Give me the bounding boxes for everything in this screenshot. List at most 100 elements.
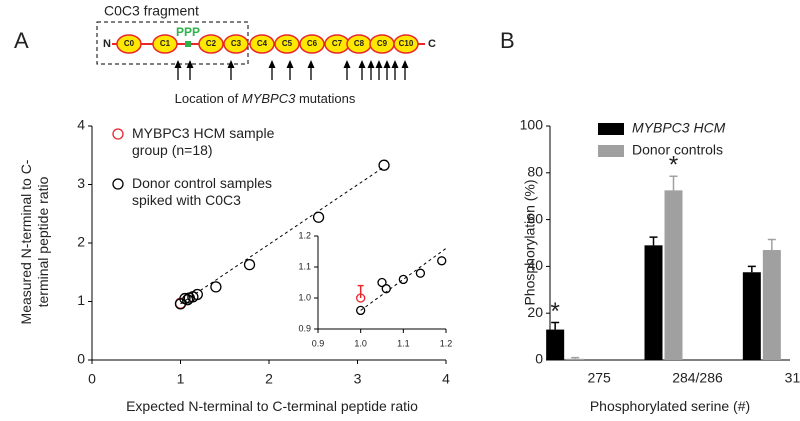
domain bbox=[299, 34, 325, 54]
x-tick-label: 3 bbox=[354, 371, 362, 387]
point bbox=[415, 268, 426, 278]
point bbox=[381, 284, 391, 294]
domain-label: C4 bbox=[257, 39, 268, 48]
point bbox=[243, 258, 256, 271]
domain-label: C10 bbox=[399, 39, 414, 48]
domain bbox=[393, 34, 419, 54]
caption-part: Location of bbox=[175, 91, 242, 106]
y-tick-label: 100 bbox=[520, 117, 544, 133]
arrow-head bbox=[367, 60, 375, 68]
arrow-head bbox=[375, 60, 383, 68]
point bbox=[437, 256, 447, 266]
bar bbox=[566, 358, 585, 360]
domain-label: C6 bbox=[307, 39, 318, 48]
y-tick-label: 1.1 bbox=[298, 261, 311, 271]
domain-label: C7 bbox=[332, 39, 343, 48]
error-bar bbox=[551, 321, 560, 330]
bar bbox=[644, 245, 663, 360]
x-tick-label: 1.2 bbox=[440, 338, 453, 348]
domains: C0 C1 C2 C3 C4 C5 C6 C7 C8 C9 C10 bbox=[116, 34, 419, 54]
point bbox=[356, 305, 366, 316]
legend-label: MYBPC3 HCM bbox=[632, 120, 726, 136]
x-tick-label: 0 bbox=[88, 371, 96, 387]
x-tick-label: 1 bbox=[177, 371, 185, 387]
fragment-title: C0C3 fragment bbox=[104, 3, 199, 19]
domain-label: C8 bbox=[354, 39, 365, 48]
legend-label: Donor control samples spiked with C0C3 bbox=[132, 175, 273, 208]
point bbox=[356, 293, 366, 303]
x-tick-label: 311 bbox=[785, 370, 800, 386]
point bbox=[191, 288, 203, 301]
bar bbox=[742, 272, 761, 360]
arrow-head bbox=[186, 60, 194, 68]
point bbox=[181, 294, 194, 306]
motif: PPP bbox=[176, 25, 200, 39]
annotation: * bbox=[550, 298, 559, 325]
arrow-head bbox=[174, 60, 182, 68]
panel-label: A bbox=[14, 28, 29, 53]
y-tick-label: 1 bbox=[77, 292, 85, 308]
x-axis-label: Expected N-terminal to C-terminal peptid… bbox=[126, 398, 418, 414]
y-tick-label: 1.0 bbox=[298, 292, 311, 302]
point bbox=[377, 277, 387, 288]
y-tick-label: 1.2 bbox=[298, 230, 311, 240]
point bbox=[378, 159, 390, 171]
annotation: * bbox=[669, 152, 678, 179]
domain bbox=[223, 34, 249, 54]
legend-marker bbox=[112, 128, 124, 140]
arrow-head bbox=[401, 60, 409, 68]
legend-marker bbox=[598, 123, 624, 135]
x-tick-label: 275 bbox=[587, 370, 611, 386]
domain-label: C2 bbox=[206, 39, 217, 48]
error-bar bbox=[747, 265, 756, 273]
bar bbox=[762, 250, 781, 360]
y-tick-label: 3 bbox=[77, 175, 85, 191]
error-bar bbox=[571, 356, 580, 359]
bar bbox=[546, 329, 565, 360]
domain-label: C3 bbox=[231, 39, 242, 48]
point bbox=[312, 211, 325, 223]
arrow-head bbox=[358, 60, 366, 68]
point bbox=[210, 281, 222, 293]
bar bbox=[664, 190, 683, 360]
trendline bbox=[180, 166, 385, 305]
domain bbox=[152, 34, 178, 54]
domain bbox=[198, 34, 224, 54]
motif-site bbox=[185, 41, 191, 47]
domain bbox=[274, 34, 300, 54]
y-tick-label: 2 bbox=[77, 234, 85, 250]
x-tick-label: 0.9 bbox=[312, 338, 325, 348]
domain bbox=[116, 34, 142, 54]
y-tick-label: 60 bbox=[527, 210, 543, 226]
arrow-head bbox=[286, 60, 294, 68]
error-bar bbox=[669, 175, 678, 191]
x-tick-label: 2 bbox=[265, 371, 273, 387]
y-tick-label: 4 bbox=[77, 117, 85, 133]
arrow-head bbox=[383, 60, 391, 68]
arrow-head bbox=[268, 60, 276, 68]
domain bbox=[249, 34, 275, 54]
legend-label: MYBPC3 HCM sample group (n=18) bbox=[132, 125, 275, 158]
error-bar bbox=[649, 236, 658, 246]
y-tick-label: 0 bbox=[535, 351, 543, 367]
y-tick-label: 80 bbox=[527, 164, 543, 180]
trendline bbox=[360, 247, 447, 311]
y-tick-label: 0 bbox=[77, 351, 85, 367]
error-bar bbox=[767, 238, 776, 251]
domain-label: C0 bbox=[124, 39, 135, 48]
caption: Location of MYBPC3 mutations bbox=[175, 91, 356, 106]
y-tick-label: 40 bbox=[527, 257, 543, 273]
y-axis-label: Phosphorylation (%) bbox=[521, 179, 538, 306]
arrow-head bbox=[343, 60, 351, 68]
legend-label: Donor controls bbox=[632, 142, 723, 158]
c-terminus: C bbox=[428, 38, 436, 50]
arrow-head bbox=[307, 60, 315, 68]
mutation-arrows bbox=[174, 60, 409, 80]
y-tick-label: 0.9 bbox=[298, 323, 311, 333]
domain-label: C1 bbox=[160, 39, 171, 48]
panel-label: B bbox=[500, 28, 515, 53]
x-axis-label: Phosphorylated serine (#) bbox=[589, 398, 751, 414]
error-bar bbox=[357, 284, 364, 298]
legend-marker bbox=[598, 145, 624, 157]
legend-marker bbox=[112, 178, 124, 190]
